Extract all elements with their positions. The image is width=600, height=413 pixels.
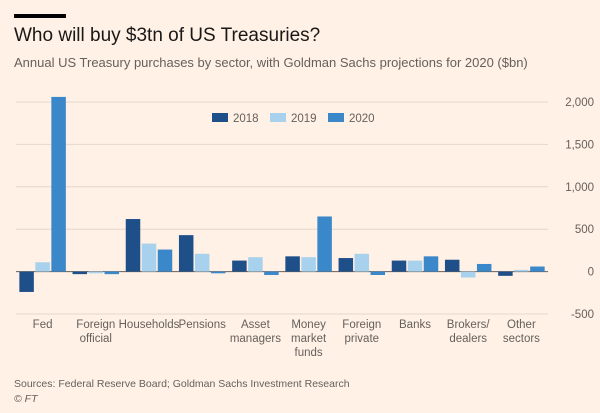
bar-2020 <box>317 216 332 272</box>
x-tick-label: managers <box>230 333 281 345</box>
bar-2020 <box>530 266 545 272</box>
bar-2020 <box>104 271 120 275</box>
bar-2020 <box>51 96 66 272</box>
legend-swatch-2018 <box>212 113 228 122</box>
legend-label-2019: 2019 <box>291 113 317 125</box>
bar-2019 <box>514 269 529 272</box>
bar-2018 <box>338 258 354 272</box>
x-tick-label: Banks <box>399 319 431 331</box>
y-tick-label: 2,000 <box>565 97 594 109</box>
y-tick-label: -500 <box>571 309 594 321</box>
bar-2019 <box>460 271 476 278</box>
bar-2018 <box>444 259 460 272</box>
x-tick-label: Fed <box>33 319 53 331</box>
bar-2018 <box>178 235 194 272</box>
legend-label-2018: 2018 <box>233 113 259 125</box>
bar-2020 <box>370 271 386 275</box>
y-tick-label: 1,500 <box>565 139 594 151</box>
x-tick-label: Asset <box>241 319 271 331</box>
ft-brand-bar <box>14 14 66 18</box>
x-tick-label: funds <box>295 347 323 359</box>
bar-2020 <box>157 249 173 272</box>
x-tick-label: Other <box>507 319 536 331</box>
legend-label-2020: 2020 <box>349 113 375 125</box>
bar-2019 <box>141 243 157 272</box>
bar-2019 <box>407 260 423 272</box>
bar-2019 <box>194 253 210 272</box>
chart-subtitle: Annual US Treasury purchases by sector, … <box>14 55 528 70</box>
bar-2018 <box>125 219 141 272</box>
bar-2019 <box>301 257 316 272</box>
bar-2020 <box>423 256 439 272</box>
bar-2018 <box>19 271 34 292</box>
y-tick-label: 1,000 <box>565 182 594 194</box>
bar-2018 <box>285 256 300 272</box>
x-tick-label: dealers <box>449 333 487 345</box>
bar-chart: -500 0 500 1,000 1,500 2,000 Fed Foreign officia… <box>16 96 594 359</box>
bar-2019 <box>354 253 370 272</box>
x-tick-label: sectors <box>503 333 540 345</box>
ft-credit: © FT <box>14 393 38 405</box>
y-tick-label: 500 <box>575 224 594 236</box>
legend-swatch-2020 <box>328 113 344 122</box>
x-tick-label: Foreign <box>342 319 381 331</box>
y-tick-label: 0 <box>588 267 594 279</box>
bar-2019 <box>248 257 263 272</box>
bar-2018 <box>498 271 513 276</box>
bar-2018 <box>232 260 247 272</box>
x-tick-label: Pensions <box>179 319 227 331</box>
legend-swatch-2019 <box>270 113 286 122</box>
bar-2020 <box>210 271 226 274</box>
x-tick-label: official <box>80 333 112 345</box>
x-tick-label: Households <box>119 319 180 331</box>
x-tick-label: private <box>345 333 380 345</box>
bar-2019 <box>88 271 104 274</box>
source-note: Sources: Federal Reserve Board; Goldman … <box>14 378 350 390</box>
x-tick-label: market <box>291 333 327 345</box>
bar-2019 <box>35 262 50 272</box>
bar-2020 <box>476 263 492 272</box>
bar-2018 <box>391 260 407 272</box>
x-tick-label: Brokers/ <box>447 319 491 331</box>
x-tick-label: Foreign <box>76 319 115 331</box>
bar-2020 <box>264 271 279 275</box>
x-tick-label: Money <box>291 319 326 331</box>
bar-2018 <box>72 271 88 275</box>
chart-title: Who will buy $3tn of US Treasuries? <box>14 25 321 46</box>
